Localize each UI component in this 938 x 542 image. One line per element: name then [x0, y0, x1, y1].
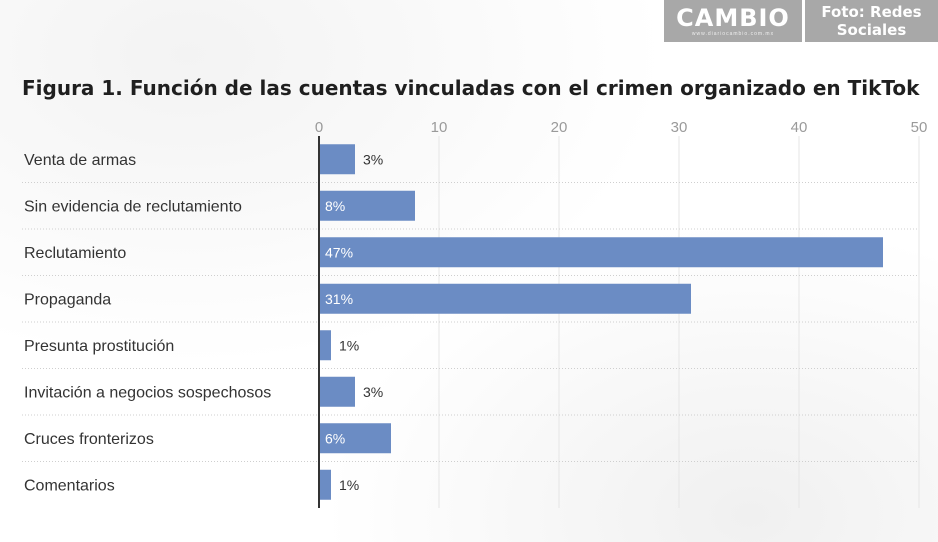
- x-tick-label: 20: [551, 119, 568, 136]
- bar: [319, 469, 331, 500]
- logo-text: CAMBIO: [676, 4, 790, 32]
- bar: [319, 423, 391, 454]
- data-label: 47%: [325, 244, 353, 260]
- x-tick-label: 0: [315, 119, 323, 136]
- data-label: 3%: [363, 384, 383, 400]
- bar: [319, 376, 355, 407]
- x-tick-label: 10: [431, 119, 448, 136]
- x-tick-label: 40: [791, 119, 808, 136]
- logo-url: www.diariocambio.com.mx: [691, 31, 775, 37]
- data-label: 3%: [363, 151, 383, 167]
- category-label: Propaganda: [24, 291, 111, 308]
- bar: [319, 144, 355, 175]
- watermark: CAMBIO www.diariocambio.com.mx Foto: Red…: [664, 0, 938, 42]
- bar: [319, 283, 691, 314]
- category-label: Invitación a negocios sospechosos: [24, 384, 271, 401]
- photo-credit-line1: Foto: Redes: [821, 3, 922, 21]
- chart-title: Figura 1. Función de las cuentas vincula…: [22, 76, 920, 100]
- cambio-logo: CAMBIO www.diariocambio.com.mx: [664, 0, 802, 42]
- category-label: Sin evidencia de reclutamiento: [24, 198, 242, 215]
- category-label: Comentarios: [24, 477, 115, 494]
- data-label: 31%: [325, 291, 353, 307]
- category-label: Presunta prostitución: [24, 338, 174, 355]
- bar-chart: 0 10 20 30 40 50 Venta de armas 3% Sin evidencia…: [22, 119, 928, 508]
- photo-credit-line2: Sociales: [836, 21, 907, 39]
- data-label: 1%: [339, 477, 359, 493]
- x-tick-label: 50: [911, 119, 928, 136]
- category-label: Venta de armas: [24, 152, 136, 169]
- category-label: Reclutamiento: [24, 245, 126, 262]
- bar: [319, 330, 331, 361]
- data-label: 1%: [339, 337, 359, 353]
- bar: [319, 237, 883, 268]
- category-label: Cruces fronterizos: [24, 431, 154, 448]
- data-label: 8%: [325, 198, 345, 214]
- data-label: 6%: [325, 430, 345, 446]
- x-tick-label: 30: [671, 119, 688, 136]
- bar: [319, 190, 415, 221]
- photo-credit: Foto: Redes Sociales: [805, 0, 938, 42]
